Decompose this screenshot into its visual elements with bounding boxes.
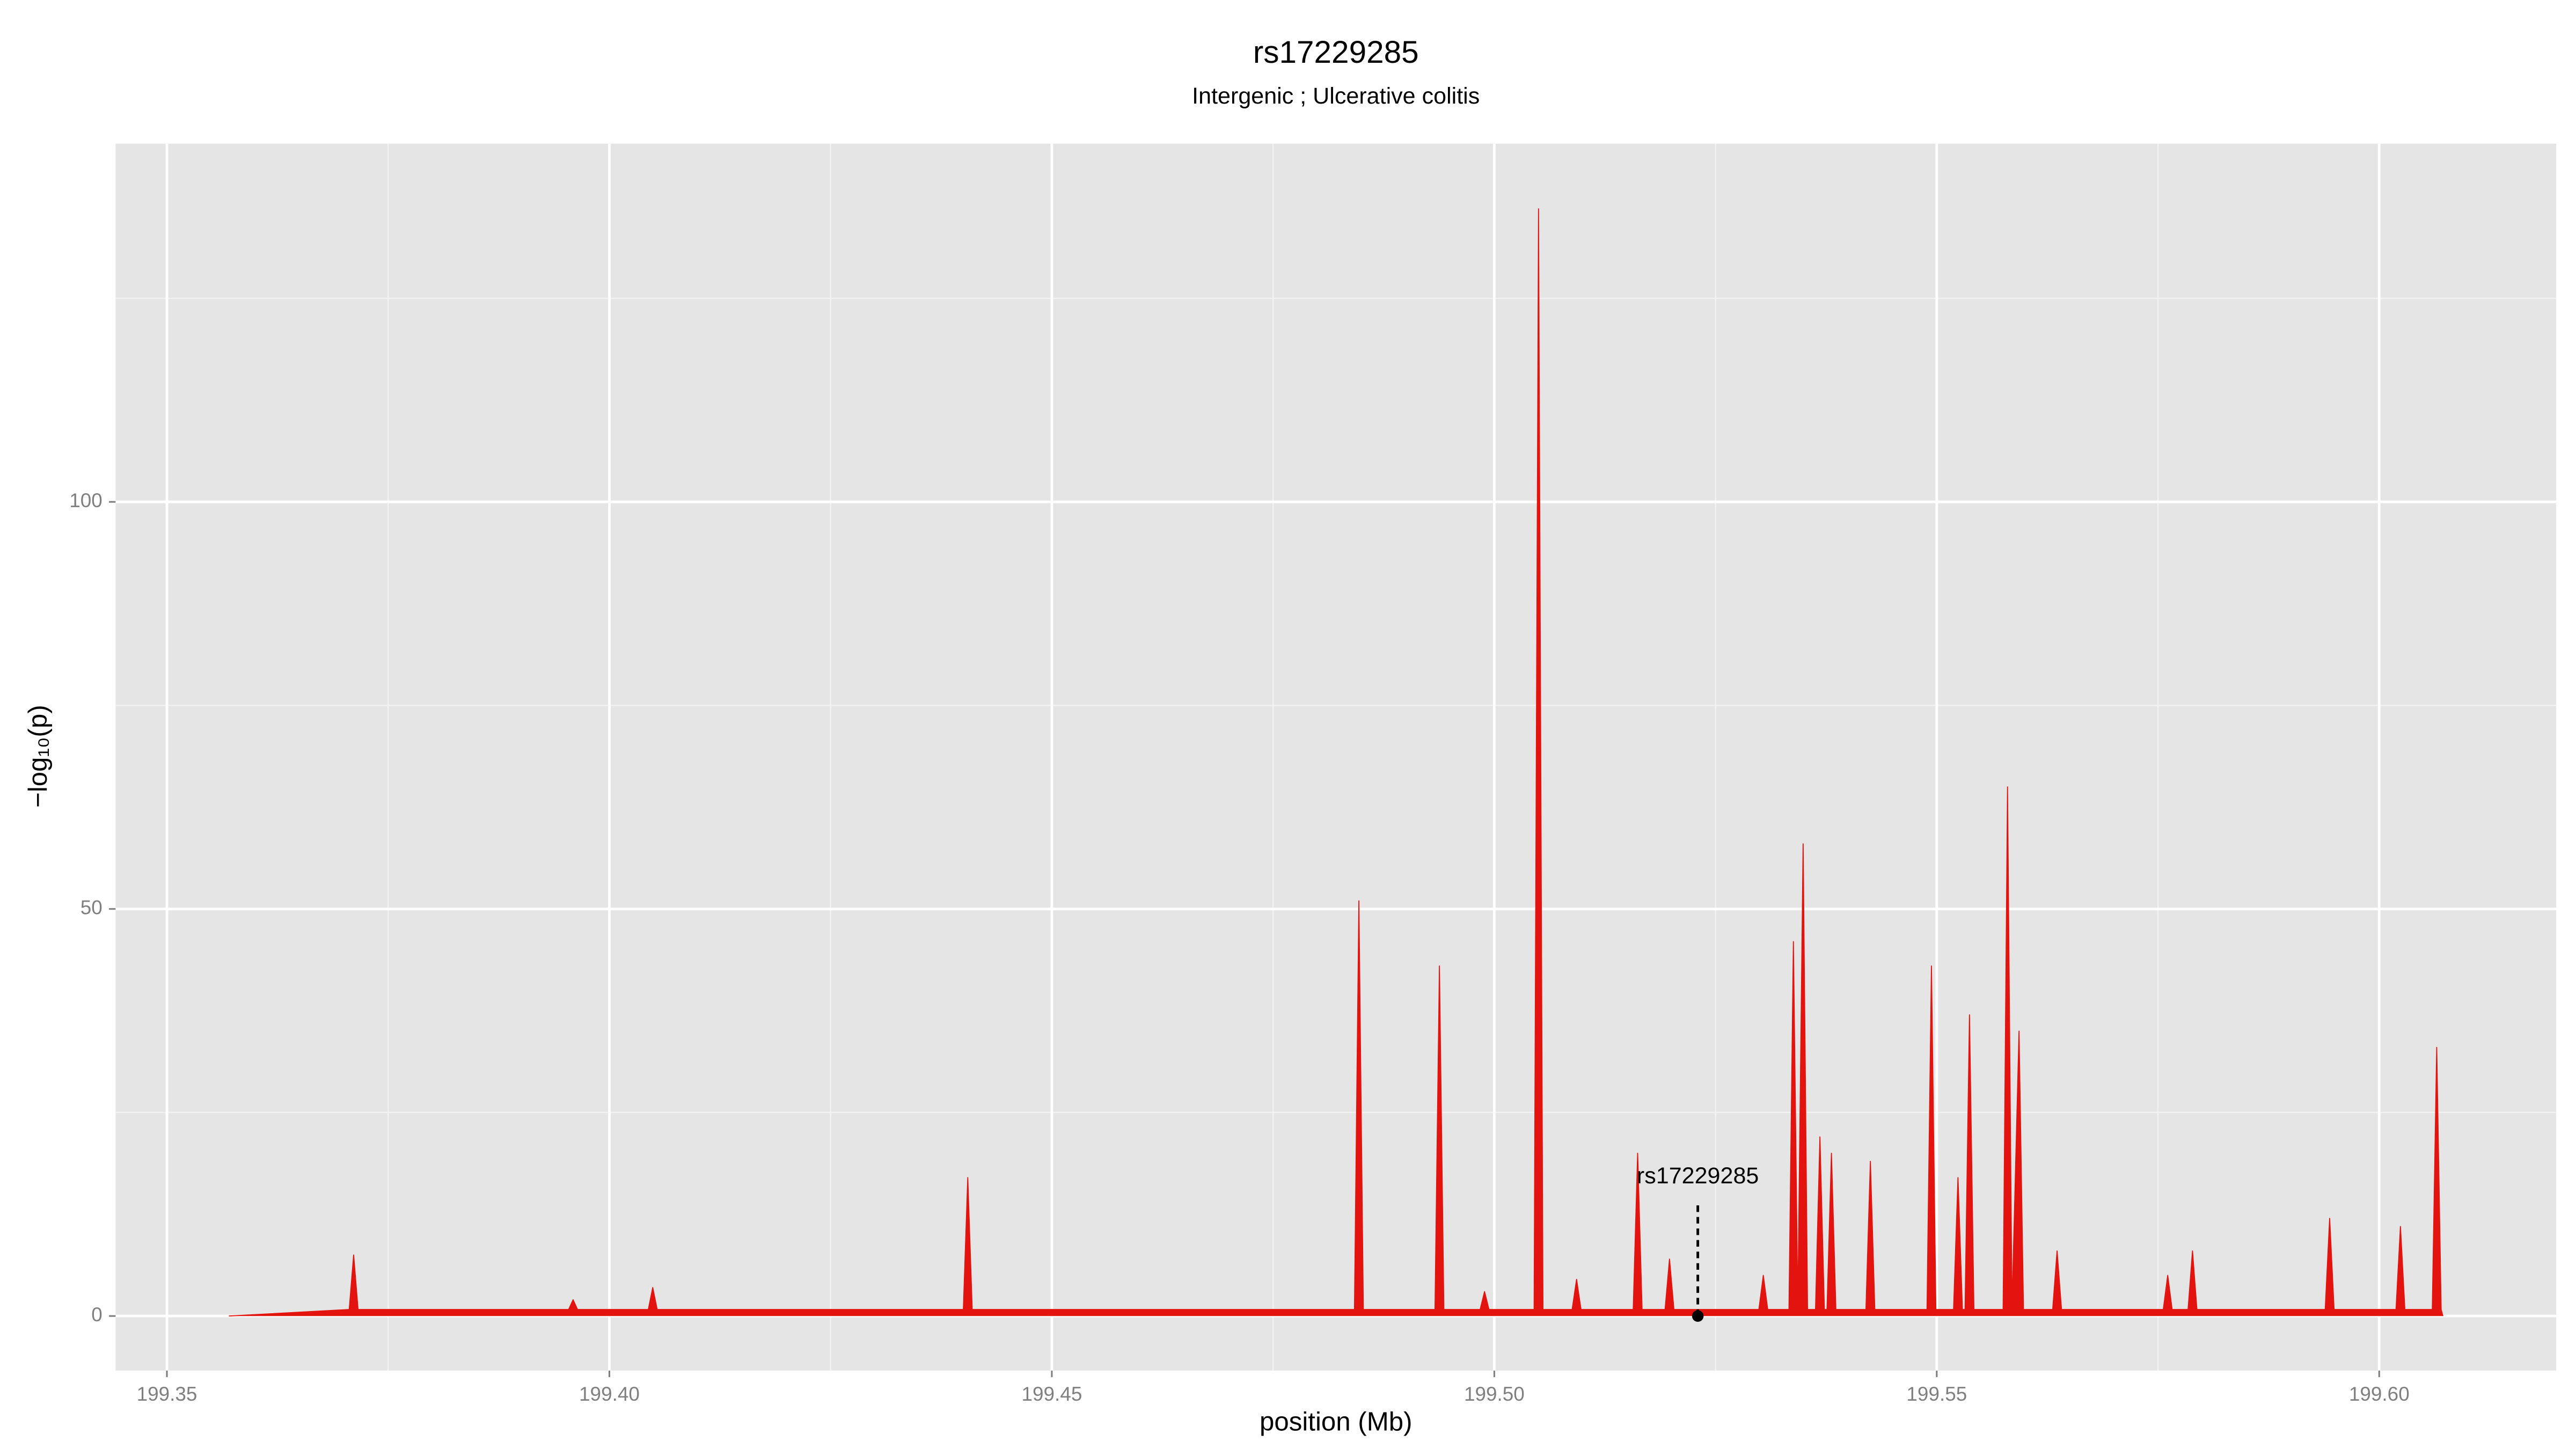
x-tick-label: 199.35 — [137, 1383, 197, 1405]
axes: 199.35 199.40 199.45 199.50 199.55 199.60 0 50 1… — [69, 489, 2410, 1405]
chart-subtitle: Intergenic ; Ulcerative colitis — [1192, 83, 1480, 109]
x-tick-label: 199.60 — [2349, 1383, 2410, 1405]
x-axis-label: position (Mb) — [1260, 1407, 1412, 1436]
chart-title: rs17229285 — [1253, 35, 1419, 70]
x-tick-label: 199.45 — [1021, 1383, 1082, 1405]
annotation-label: rs17229285 — [1637, 1163, 1759, 1189]
y-tick-label: 0 — [91, 1304, 103, 1326]
y-tick-label: 50 — [80, 896, 103, 918]
y-tick-label: 100 — [69, 489, 103, 511]
x-tick-label: 199.40 — [579, 1383, 640, 1405]
plot-panel — [115, 143, 2557, 1371]
marks: rs17229285 — [229, 208, 2443, 1322]
area — [229, 208, 2443, 1317]
y-axis-label: −log₁₀(p) — [23, 705, 53, 808]
x-tick-label: 199.50 — [1464, 1383, 1525, 1405]
annotation-point — [1692, 1310, 1704, 1322]
x-tick-label: 199.55 — [1906, 1383, 1967, 1405]
